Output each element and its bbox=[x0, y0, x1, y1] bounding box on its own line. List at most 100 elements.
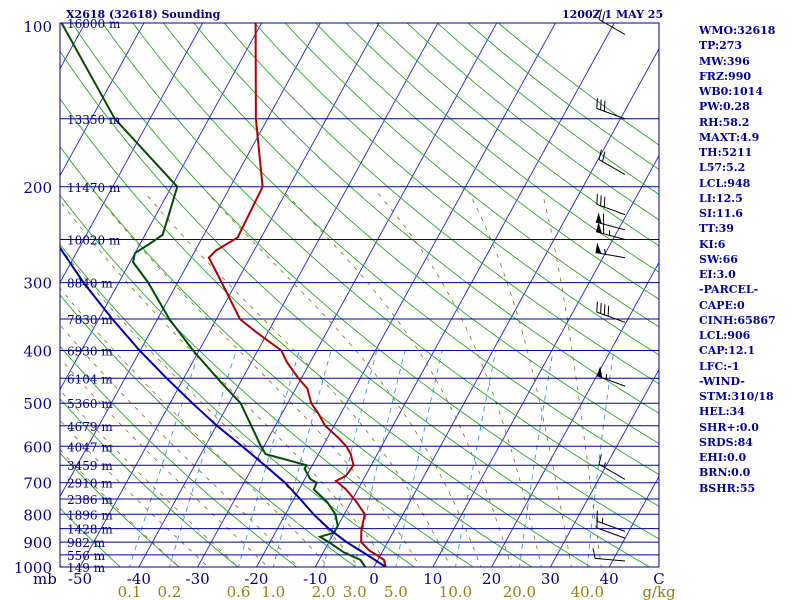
wind-barb-pennant bbox=[595, 242, 602, 254]
temperature-tick-label: -20 bbox=[244, 570, 268, 588]
mixing-ratio-line bbox=[586, 350, 615, 567]
plot-area bbox=[60, 23, 659, 567]
moist-adiabat bbox=[60, 287, 329, 567]
index-item: TP:273 bbox=[699, 39, 743, 53]
temperature-tick-label: 30 bbox=[541, 570, 560, 588]
wind-barb bbox=[595, 212, 626, 231]
height-level-label: 149 m bbox=[67, 561, 106, 575]
isotherm-line bbox=[255, 23, 556, 567]
isotherm-line bbox=[549, 368, 659, 567]
moist-adiabat bbox=[60, 324, 299, 567]
isotherm-line bbox=[314, 23, 615, 567]
sounding-title: X2618 (32618) Sounding bbox=[66, 8, 221, 21]
dry-adiabat bbox=[60, 243, 416, 567]
wind-barb-staff bbox=[596, 311, 626, 323]
index-item: KI:6 bbox=[699, 237, 726, 251]
wind-barb-flag bbox=[592, 548, 596, 559]
height-level-label: 2386 m bbox=[67, 493, 113, 507]
mixing-ratio-tick-label: 3.0 bbox=[343, 583, 367, 600]
index-item: PW:0.28 bbox=[699, 100, 750, 114]
mixing-ratio-tick-label: 20.0 bbox=[503, 583, 536, 600]
mixing-ratio-tick-label: 0.2 bbox=[157, 583, 181, 600]
wind-barb bbox=[596, 301, 626, 323]
parcel-profile bbox=[60, 246, 387, 567]
wind-barb-pennant bbox=[596, 222, 602, 234]
mixing-ratio-line bbox=[129, 350, 201, 567]
index-item: EHI:0.0 bbox=[699, 451, 747, 464]
height-level-label: 1896 m bbox=[67, 508, 113, 522]
isotherm-line bbox=[491, 261, 659, 567]
stability-indices-panel: WMO:32618 TP:273 MW:396 FRZ:990 WB0:1014 PW:0… bbox=[699, 23, 776, 496]
isotherm-line bbox=[0, 23, 26, 579]
mixing-ratio-line bbox=[168, 350, 237, 567]
temperature-tick-label: 0 bbox=[369, 570, 379, 588]
pressure-tick-label: 600 bbox=[23, 438, 52, 456]
index-item: RH:58.2 bbox=[699, 115, 750, 129]
height-level-label: 10020 m bbox=[67, 234, 121, 248]
index-item: WMO:32618 bbox=[699, 24, 776, 37]
height-level-label: 556 m bbox=[67, 549, 106, 563]
mixing-ratio-line bbox=[238, 350, 300, 567]
temperature-tick-label: -40 bbox=[127, 570, 151, 588]
index-item: BSHR:55 bbox=[699, 481, 756, 495]
index-item: WB0:1014 bbox=[699, 85, 763, 98]
dry-adiabat bbox=[284, 23, 659, 328]
moist-adiabat bbox=[284, 192, 512, 567]
mixing-ratio-tick-label: 0.6 bbox=[227, 583, 251, 600]
dry-adiabat bbox=[467, 23, 659, 171]
pressure-unit-label: mb bbox=[33, 570, 57, 588]
wind-barb-flag bbox=[596, 301, 598, 313]
grid-lines bbox=[0, 23, 659, 579]
mixing-ratio-line bbox=[455, 350, 497, 567]
dry-adiabat bbox=[345, 23, 659, 273]
wind-barb bbox=[596, 517, 626, 539]
wind-barb-staff bbox=[596, 203, 626, 216]
index-item: FRZ:990 bbox=[699, 69, 752, 83]
index-item: HEL:34 bbox=[699, 405, 745, 419]
index-item: LCL:906 bbox=[699, 329, 751, 342]
index-item: LFC:-1 bbox=[699, 359, 740, 373]
moist-adiabat bbox=[206, 192, 482, 567]
moist-adiabat bbox=[541, 192, 602, 567]
wind-barb bbox=[595, 222, 626, 240]
pressure-tick-label: 100 bbox=[23, 18, 52, 36]
isotherm-line bbox=[79, 23, 380, 567]
temperature-tick-label: 10 bbox=[423, 570, 442, 588]
mixing-ratio-tick-label: 2.0 bbox=[312, 583, 336, 600]
pressure-tick-label: 800 bbox=[23, 506, 52, 524]
index-item: SRDS:84 bbox=[699, 435, 753, 449]
dry-adiabat bbox=[163, 23, 659, 445]
index-item: TH:5211 bbox=[699, 146, 753, 159]
index-item: BRN:0.0 bbox=[699, 466, 751, 480]
mixing-ratio-line bbox=[518, 350, 554, 567]
wind-barb bbox=[596, 366, 626, 387]
wind-barb bbox=[596, 98, 626, 120]
dry-adiabat bbox=[193, 23, 659, 414]
index-item: MAXT:4.9 bbox=[699, 130, 760, 144]
wind-barb-flag bbox=[598, 149, 602, 160]
dry-adiabat bbox=[60, 145, 533, 567]
isotherm-line bbox=[197, 23, 498, 567]
pressure-tick-label: 900 bbox=[23, 534, 52, 552]
index-item: LCL:948 bbox=[699, 176, 751, 190]
temperature-tick-label: 40 bbox=[600, 570, 619, 588]
wind-barb-staff bbox=[596, 520, 626, 532]
index-item: SI:11.6 bbox=[699, 207, 743, 220]
wind-barb-staff bbox=[595, 252, 626, 259]
height-level-label: 2910 m bbox=[67, 477, 113, 491]
index-item: EI:3.0 bbox=[699, 268, 736, 281]
height-level-label: 3459 m bbox=[67, 459, 113, 473]
dry-adiabat bbox=[71, 23, 659, 540]
wind-barb-flag bbox=[603, 100, 606, 112]
wind-barb-flag bbox=[602, 151, 606, 162]
dry-adiabat bbox=[437, 23, 659, 196]
index-item: L57:5.2 bbox=[699, 161, 746, 175]
height-level-label: 7830 m bbox=[67, 313, 113, 327]
wind-barb-staff bbox=[596, 108, 626, 120]
mixing-ratio-tick-label: 1.0 bbox=[261, 583, 285, 600]
dry-adiabat bbox=[132, 23, 659, 476]
height-level-label: 16000 m bbox=[67, 17, 121, 31]
wind-barb-flag bbox=[607, 305, 610, 317]
